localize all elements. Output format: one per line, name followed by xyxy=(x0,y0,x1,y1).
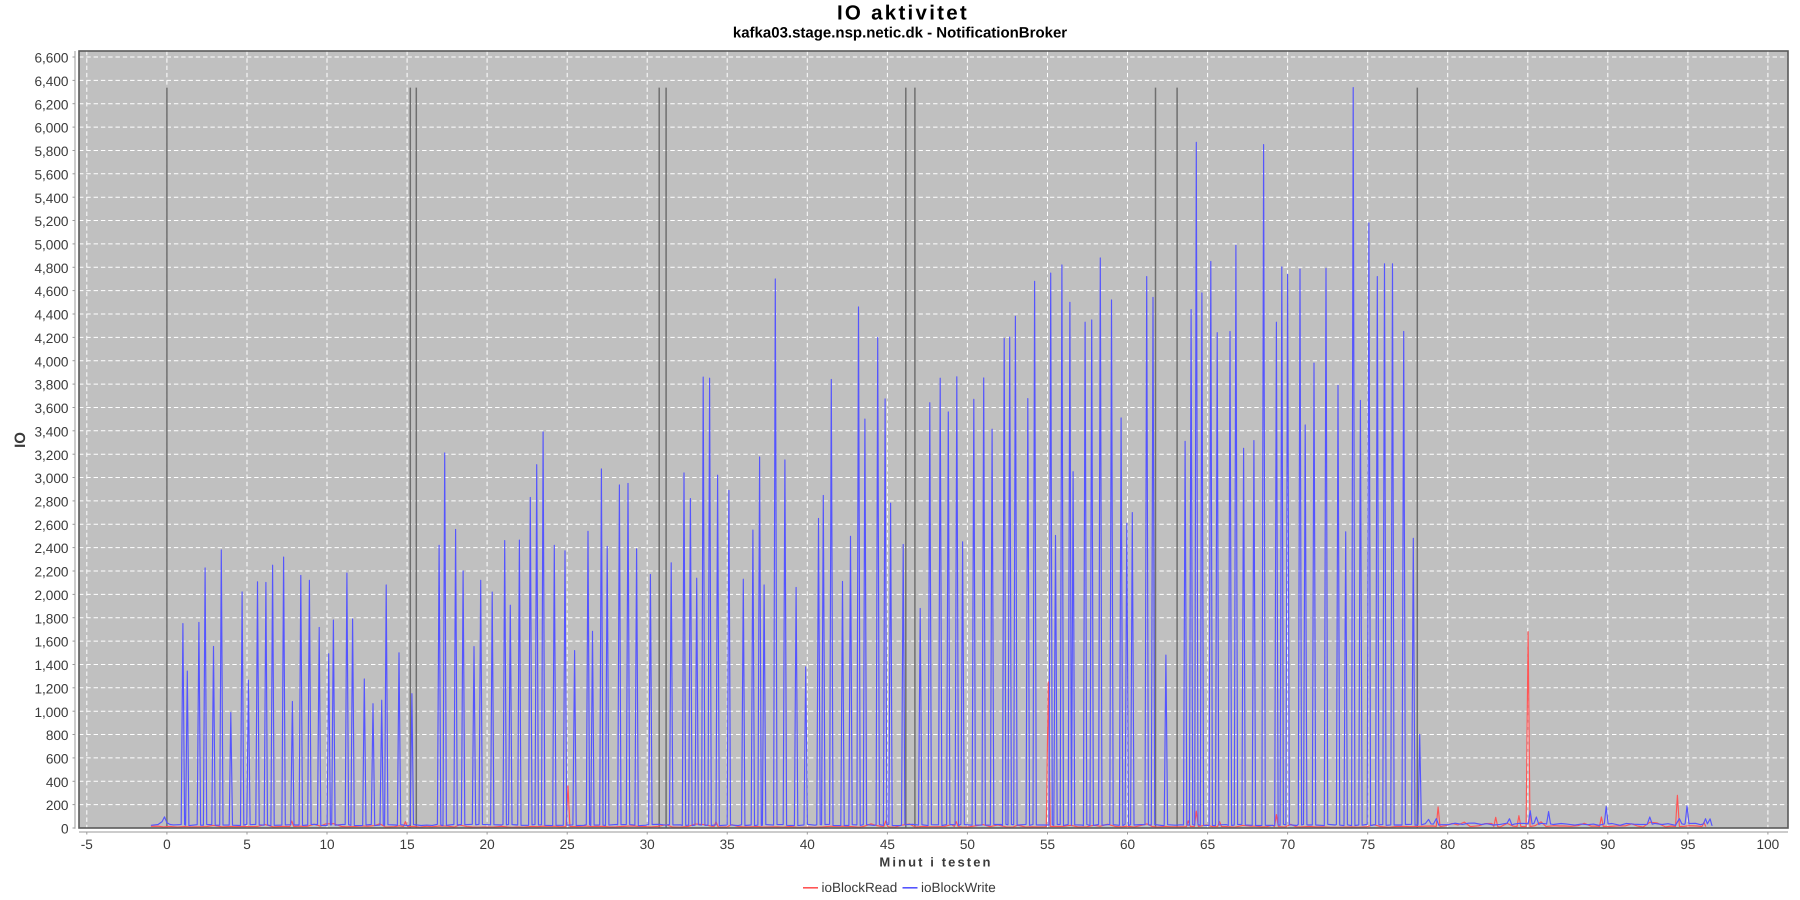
svg-text:0: 0 xyxy=(61,822,69,837)
svg-text:90: 90 xyxy=(1600,837,1616,852)
svg-text:1,600: 1,600 xyxy=(34,635,68,650)
svg-text:5,600: 5,600 xyxy=(34,167,68,182)
svg-text:35: 35 xyxy=(720,837,735,852)
svg-text:95: 95 xyxy=(1680,837,1695,852)
svg-text:50: 50 xyxy=(960,837,976,852)
svg-text:0: 0 xyxy=(163,837,171,852)
svg-text:5,400: 5,400 xyxy=(34,191,68,206)
svg-text:kafka03.stage.nsp.netic.dk - N: kafka03.stage.nsp.netic.dk - Notificatio… xyxy=(733,25,1067,42)
svg-text:85: 85 xyxy=(1520,837,1535,852)
svg-text:4,600: 4,600 xyxy=(34,284,68,299)
svg-text:IO: IO xyxy=(12,432,29,448)
svg-text:2,400: 2,400 xyxy=(34,541,68,556)
svg-text:5,800: 5,800 xyxy=(34,144,68,159)
svg-text:55: 55 xyxy=(1040,837,1055,852)
svg-text:6,000: 6,000 xyxy=(34,121,68,136)
svg-text:800: 800 xyxy=(46,728,69,743)
svg-text:200: 200 xyxy=(46,798,69,813)
svg-text:1,400: 1,400 xyxy=(34,658,68,673)
svg-text:2,200: 2,200 xyxy=(34,565,68,580)
svg-text:4,800: 4,800 xyxy=(34,261,68,276)
svg-text:80: 80 xyxy=(1440,837,1456,852)
svg-text:Minut i testen: Minut i testen xyxy=(879,855,992,870)
svg-text:25: 25 xyxy=(560,837,575,852)
svg-text:100: 100 xyxy=(1757,837,1780,852)
svg-text:600: 600 xyxy=(46,752,69,767)
svg-text:2,600: 2,600 xyxy=(34,518,68,533)
svg-text:ioBlockRead: ioBlockRead xyxy=(822,880,898,895)
svg-text:4,200: 4,200 xyxy=(34,331,68,346)
svg-text:6,400: 6,400 xyxy=(34,74,68,89)
svg-text:2,000: 2,000 xyxy=(34,588,68,603)
svg-text:-5: -5 xyxy=(81,837,93,852)
svg-text:15: 15 xyxy=(400,837,415,852)
svg-text:6,600: 6,600 xyxy=(34,51,68,66)
svg-text:65: 65 xyxy=(1200,837,1215,852)
svg-text:60: 60 xyxy=(1120,837,1136,852)
svg-text:45: 45 xyxy=(880,837,895,852)
svg-text:3,000: 3,000 xyxy=(34,471,68,486)
svg-text:30: 30 xyxy=(640,837,656,852)
svg-text:2,800: 2,800 xyxy=(34,495,68,510)
svg-text:1,000: 1,000 xyxy=(34,705,68,720)
svg-text:400: 400 xyxy=(46,775,69,790)
svg-text:3,200: 3,200 xyxy=(34,448,68,463)
svg-text:20: 20 xyxy=(480,837,496,852)
svg-text:IO aktivitet: IO aktivitet xyxy=(837,1,969,24)
svg-text:1,800: 1,800 xyxy=(34,611,68,626)
svg-text:75: 75 xyxy=(1360,837,1375,852)
svg-text:4,400: 4,400 xyxy=(34,308,68,323)
svg-text:ioBlockWrite: ioBlockWrite xyxy=(921,880,996,895)
svg-text:5,200: 5,200 xyxy=(34,214,68,229)
svg-text:5,000: 5,000 xyxy=(34,238,68,253)
svg-text:3,600: 3,600 xyxy=(34,401,68,416)
svg-text:3,400: 3,400 xyxy=(34,424,68,439)
svg-text:4,000: 4,000 xyxy=(34,354,68,369)
svg-text:3,800: 3,800 xyxy=(34,378,68,393)
svg-text:6,200: 6,200 xyxy=(34,97,68,112)
svg-text:70: 70 xyxy=(1280,837,1296,852)
svg-text:1,200: 1,200 xyxy=(34,681,68,696)
svg-text:40: 40 xyxy=(800,837,816,852)
svg-text:5: 5 xyxy=(243,837,251,852)
svg-text:10: 10 xyxy=(319,837,335,852)
